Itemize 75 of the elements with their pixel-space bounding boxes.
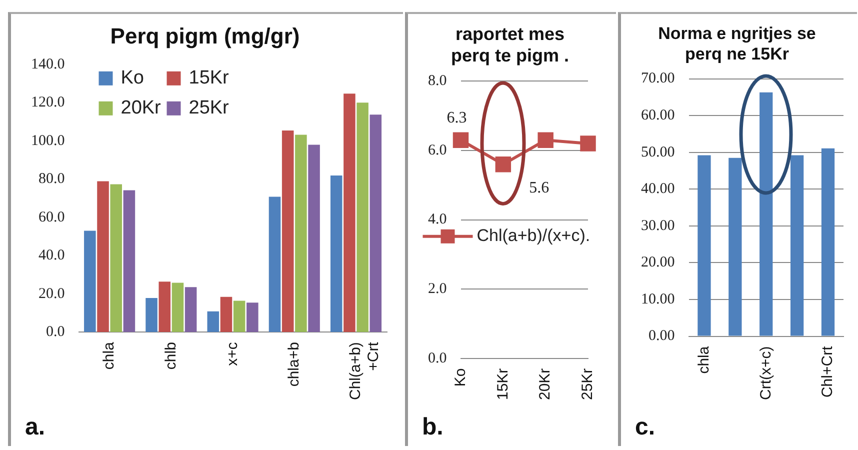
bar [295, 134, 307, 332]
legend-label: Ko [120, 68, 144, 89]
y-tick-label: 100.0 [31, 132, 65, 149]
chart-title: raportet mes perq te pigm . [450, 24, 570, 66]
text: a. [25, 414, 46, 441]
y-tick-label: 0.0 [46, 324, 65, 340]
legend-label: 25Kr [188, 98, 230, 119]
bar [698, 155, 711, 336]
x-tick-label: Chl(a+b) +Crt [347, 341, 382, 400]
y-tick-label: 120.0 [31, 94, 65, 111]
text: c. [635, 414, 656, 441]
y-tick-label: 20.0 [38, 286, 65, 302]
x-tick-label: x+c [224, 342, 241, 366]
bar [344, 94, 356, 332]
legend-label: 20Kr [120, 98, 162, 119]
legend-label: 15Kr [188, 68, 230, 89]
y-tick-label: 50.00 [641, 144, 675, 160]
bar [370, 114, 382, 332]
text: b. [422, 414, 444, 441]
bar [97, 181, 109, 332]
x-tick-label: chla [100, 341, 118, 370]
y-tick-label: 0.0 [428, 350, 447, 366]
y-tick-label: 0.00 [648, 328, 675, 344]
bar [123, 190, 136, 332]
bar [110, 184, 122, 332]
chart-title: Perq pigm (mg/gr) [110, 23, 300, 48]
y-tick-label: 2.0 [428, 280, 447, 297]
bar [207, 311, 220, 332]
bar [308, 144, 320, 332]
x-tick-label: chla [695, 346, 712, 374]
bar [220, 296, 232, 332]
bar [146, 298, 158, 332]
x-tick-label: Crt(x+c) [757, 346, 774, 400]
bar [246, 302, 258, 332]
bar [184, 287, 197, 332]
y-tick-label: 40.00 [641, 181, 675, 198]
bar [268, 196, 281, 332]
bar [356, 102, 368, 332]
y-tick-label: 30.00 [641, 218, 675, 234]
y-tick-label: 70.00 [641, 70, 675, 87]
data-label: 6.3 [446, 109, 467, 126]
bar [728, 158, 742, 336]
bar [84, 230, 96, 332]
x-tick-label: Ko [452, 368, 469, 387]
x-tick-label: 20Kr [536, 368, 554, 400]
y-tick-label: 60.00 [641, 108, 675, 124]
x-tick-label: chlb [162, 342, 180, 370]
y-tick-label: 8.0 [428, 73, 447, 90]
y-tick-label: 60.0 [38, 209, 65, 226]
data-label: 5.6 [529, 180, 550, 197]
y-tick-label: 80.0 [38, 171, 65, 188]
y-tick-label: 140.0 [31, 56, 65, 72]
x-tick-label: Chl+Crt [819, 345, 836, 398]
bar [821, 148, 835, 336]
bar [790, 155, 804, 336]
bar [330, 175, 342, 332]
point [452, 132, 469, 148]
bar [158, 282, 171, 332]
y-tick-label: 4.0 [428, 212, 447, 228]
bar [172, 282, 184, 332]
chart-title: Norma e ngritjes se perq ne 15Kr [658, 24, 816, 64]
y-tick-label: 40.0 [38, 248, 65, 264]
bar [760, 92, 773, 336]
y-tick-label: 6.0 [428, 142, 447, 158]
point [580, 136, 596, 152]
bar [233, 300, 246, 332]
bar [282, 130, 294, 332]
point [495, 156, 512, 172]
x-tick-label: chla+b [286, 342, 303, 387]
legend-label: Chl(a+b)/(x+c). [476, 226, 590, 246]
y-tick-label: 10.00 [641, 291, 675, 308]
x-tick-label: 15Kr [494, 368, 512, 400]
x-tick-label: 25Kr [579, 368, 596, 400]
point [538, 132, 554, 148]
y-tick-label: 20.00 [641, 254, 675, 271]
